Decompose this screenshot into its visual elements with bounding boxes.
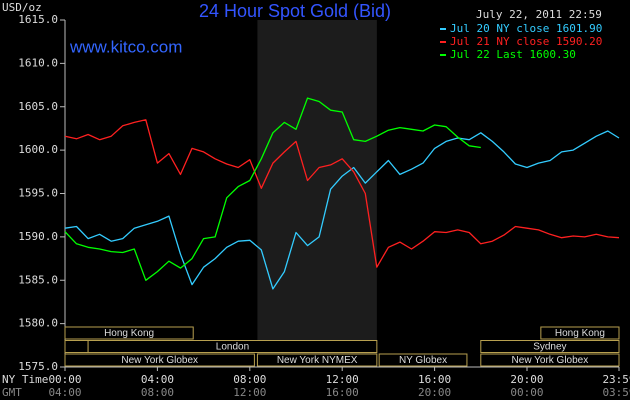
y-axis-label: USD/oz — [2, 1, 42, 14]
x2-tick-label: 12:00 — [233, 386, 266, 399]
session-label: NY Globex — [399, 355, 447, 366]
session-box — [64, 353, 255, 367]
series-line — [64, 130, 620, 290]
y-tick-label: 1615.0 — [18, 13, 58, 26]
legend-label: Jul 20 NY close 1601.90 — [450, 22, 602, 35]
session-box — [87, 340, 378, 353]
series-line — [64, 97, 481, 281]
session-label: Sydney — [533, 342, 566, 353]
x2-tick-label: 00:00 — [510, 386, 543, 399]
x-tick-label: 00:00 — [48, 373, 81, 386]
x-tick-label: 16:00 — [418, 373, 451, 386]
session-box — [480, 353, 620, 367]
session-label: New York Globex — [121, 355, 198, 366]
legend-label: Jul 21 NY close 1590.20 — [450, 35, 602, 48]
session-box — [256, 353, 378, 367]
x-tick-label: 12:00 — [326, 373, 359, 386]
x-axis-label: NY Time — [2, 373, 48, 386]
x-tick-label: 20:00 — [510, 373, 543, 386]
watermark: www.kitco.com — [69, 37, 182, 56]
x2-tick-label: 20:00 — [418, 386, 451, 399]
y-tick-label: 1575.0 — [18, 360, 58, 373]
y-tick-label: 1610.0 — [18, 56, 58, 69]
y-tick-label: 1605.0 — [18, 100, 58, 113]
y-tick-label: 1595.0 — [18, 187, 58, 200]
session-label: London — [216, 342, 249, 353]
session-label: Hong Kong — [555, 328, 605, 339]
y-tick-label: 1585.0 — [18, 273, 58, 286]
y-tick-label: 1580.0 — [18, 317, 58, 330]
series-line — [64, 119, 620, 268]
x-tick-label: 04:00 — [141, 373, 174, 386]
highlight-band — [257, 20, 377, 367]
y-tick-label: 1600.0 — [18, 143, 58, 156]
session-label: New York NYMEX — [277, 355, 358, 366]
timestamp: July 22, 2011 22:59 — [476, 8, 602, 21]
chart-title: 24 Hour Spot Gold (Bid) — [199, 1, 391, 21]
x2-tick-label: 04:00 — [48, 386, 81, 399]
y-tick-label: 1590.0 — [18, 230, 58, 243]
x-tick-label: 23:59 — [602, 373, 630, 386]
session-box — [64, 326, 194, 340]
session-label: Hong Kong — [104, 328, 154, 339]
x2-tick-label: 03:59 — [602, 386, 630, 399]
legend-label: Jul 22 Last 1600.30 — [450, 48, 576, 61]
session-box — [378, 353, 468, 367]
session-box — [480, 340, 620, 353]
x2-tick-label: 08:00 — [141, 386, 174, 399]
session-box — [64, 340, 89, 353]
x2-tick-label: 16:00 — [326, 386, 359, 399]
session-box — [540, 326, 620, 340]
session-label: New York Globex — [512, 355, 589, 366]
x-tick-label: 08:00 — [233, 373, 266, 386]
x2-axis-label: GMT — [2, 386, 22, 399]
